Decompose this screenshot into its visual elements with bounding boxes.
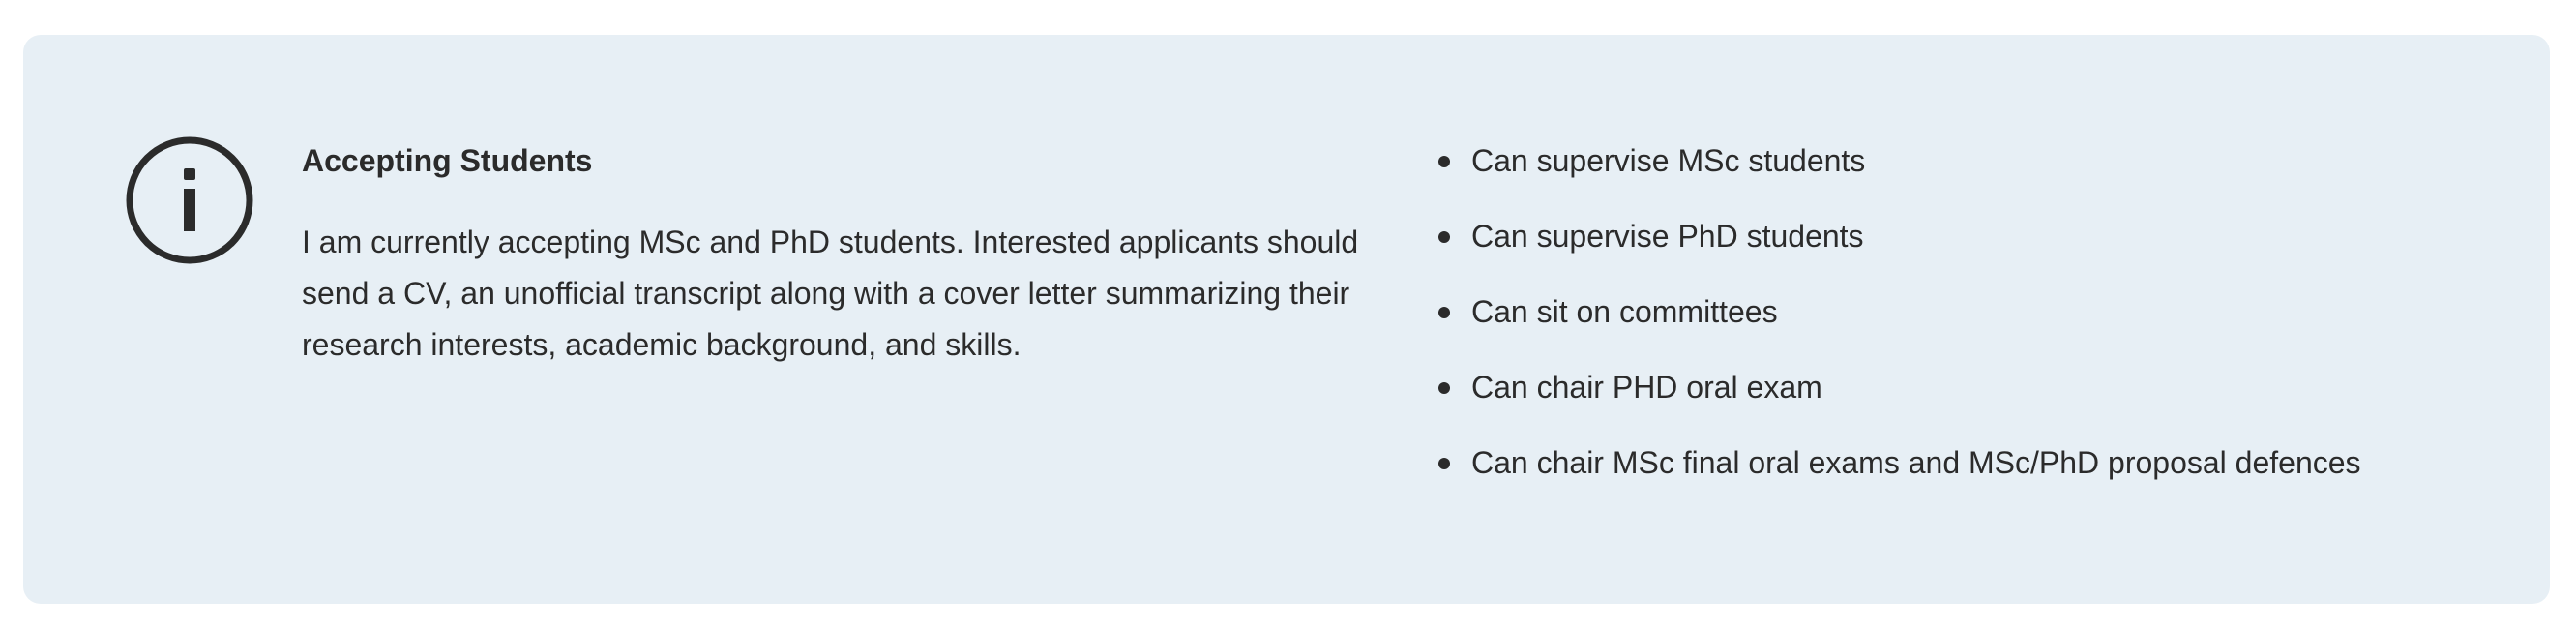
list-item: Can supervise PhD students: [1436, 211, 2519, 261]
capabilities-column: Can supervise MSc students Can supervise…: [1436, 135, 2519, 513]
accepting-students-panel: Accepting Students I am currently accept…: [23, 35, 2550, 604]
list-item-label: Can sit on committees: [1471, 294, 1778, 329]
info-icon: [126, 136, 253, 264]
list-item-label: Can chair PHD oral exam: [1471, 370, 1822, 405]
list-item: Can chair PHD oral exam: [1436, 362, 2519, 412]
bullet-dot-icon: [1438, 307, 1450, 318]
bullet-dot-icon: [1438, 156, 1450, 167]
list-item: Can supervise MSc students: [1436, 135, 2519, 186]
notice-body: I am currently accepting MSc and PhD stu…: [302, 225, 1359, 362]
notice-title: Accepting Students: [302, 143, 593, 178]
list-item: Can sit on committees: [1436, 286, 2519, 337]
bullet-dot-icon: [1438, 382, 1450, 394]
list-item: Can chair MSc final oral exams and MSc/P…: [1436, 437, 2519, 488]
list-item-label: Can chair MSc final oral exams and MSc/P…: [1471, 445, 2361, 480]
bullet-dot-icon: [1438, 231, 1450, 243]
list-item-label: Can supervise MSc students: [1471, 143, 1866, 178]
notice-text-column: Accepting Students I am currently accept…: [302, 135, 1385, 371]
list-item-label: Can supervise PhD students: [1471, 219, 1864, 254]
bullet-dot-icon: [1438, 458, 1450, 469]
capabilities-list: Can supervise MSc students Can supervise…: [1436, 135, 2519, 488]
